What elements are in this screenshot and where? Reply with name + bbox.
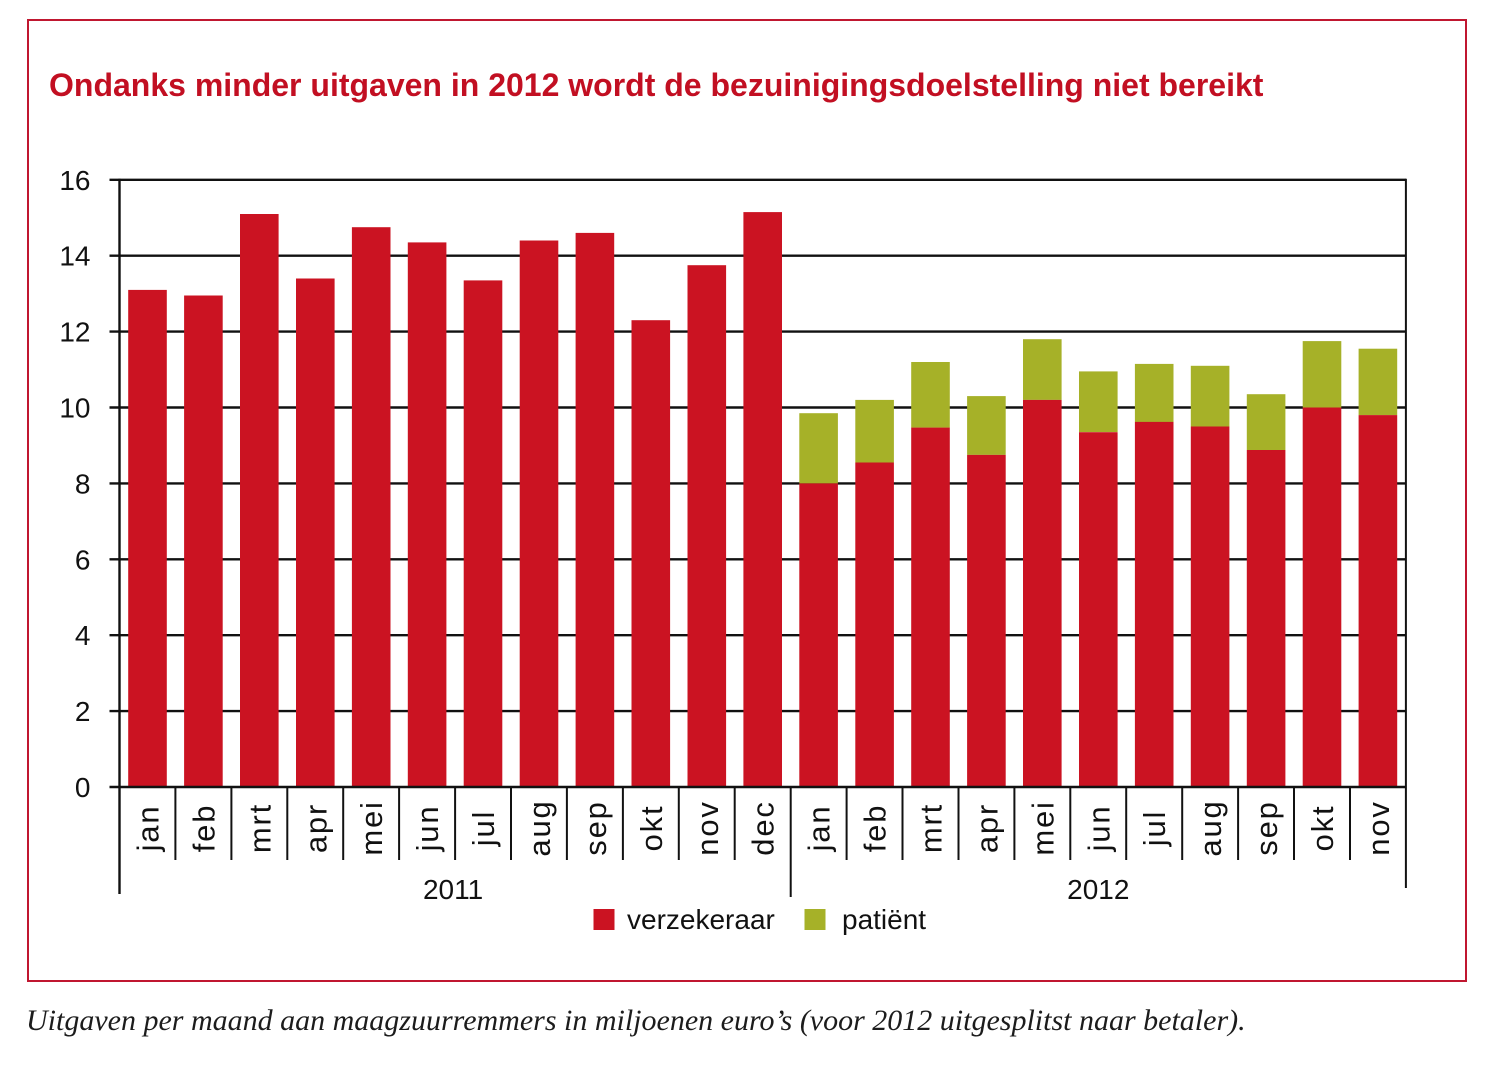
svg-text:12: 12 [59, 317, 90, 348]
svg-text:14: 14 [59, 241, 90, 272]
svg-text:10: 10 [59, 393, 90, 424]
svg-text:jan: jan [131, 805, 166, 853]
svg-text:2012: 2012 [1067, 874, 1129, 905]
svg-text:feb: feb [186, 804, 221, 853]
svg-text:nov: nov [1361, 800, 1396, 855]
svg-text:8: 8 [75, 468, 91, 499]
svg-text:mei: mei [354, 800, 389, 855]
svg-text:jun: jun [1081, 805, 1116, 853]
svg-text:feb: feb [858, 804, 893, 853]
svg-text:2: 2 [75, 696, 91, 727]
svg-text:sep: sep [1249, 800, 1284, 855]
svg-text:0: 0 [75, 772, 91, 803]
svg-text:apr: apr [298, 803, 333, 853]
svg-text:6: 6 [75, 544, 91, 575]
svg-text:mrt: mrt [242, 803, 277, 853]
svg-text:aug: aug [522, 799, 557, 856]
svg-text:aug: aug [1193, 799, 1228, 856]
svg-text:verzekeraar: verzekeraar [627, 904, 775, 935]
svg-text:okt: okt [634, 805, 669, 852]
svg-text:jul: jul [1137, 810, 1172, 847]
svg-text:jan: jan [802, 805, 837, 853]
svg-text:4: 4 [75, 620, 91, 651]
svg-text:2011: 2011 [423, 874, 483, 905]
svg-text:apr: apr [969, 803, 1004, 853]
svg-text:sep: sep [578, 800, 613, 855]
svg-text:mrt: mrt [914, 803, 949, 853]
svg-text:mei: mei [1025, 800, 1060, 855]
svg-text:16: 16 [59, 165, 90, 196]
svg-text:dec: dec [746, 800, 781, 855]
svg-text:okt: okt [1305, 805, 1340, 852]
svg-text:nov: nov [690, 800, 725, 855]
svg-text:jul: jul [466, 810, 501, 847]
svg-text:jun: jun [410, 805, 445, 853]
svg-text:patiënt: patiënt [842, 904, 926, 935]
